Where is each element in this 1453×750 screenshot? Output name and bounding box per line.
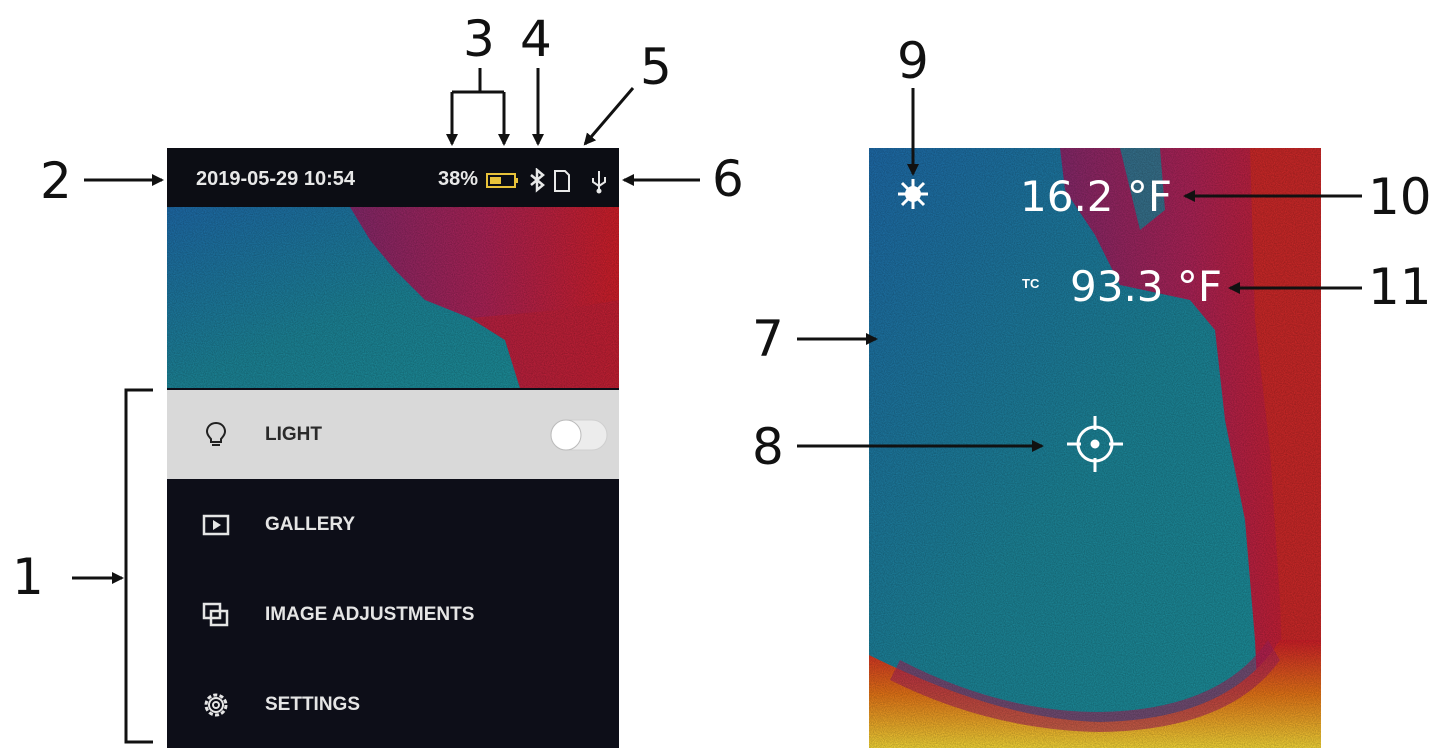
usb-icon (592, 171, 606, 194)
tc-label: TC (1022, 276, 1040, 291)
menu-item-gallery[interactable]: GALLERY (167, 480, 619, 570)
callout-1: 1 (12, 548, 44, 606)
sd-card-icon (554, 170, 570, 192)
status-datetime: 2019-05-29 10:54 (196, 168, 356, 190)
light-toggle (550, 419, 608, 451)
status-icons (486, 168, 606, 194)
thermal-preview-strip (167, 207, 619, 388)
menu-item-settings[interactable]: SETTINGS (167, 660, 619, 750)
bluetooth-icon (530, 168, 545, 193)
callout-4: 4 (520, 10, 552, 68)
battery-percent: 38% (438, 168, 479, 190)
gallery-play-icon (202, 514, 230, 536)
menu-label-gallery: GALLERY (265, 514, 356, 535)
callout-8: 8 (752, 418, 784, 476)
callout-2: 2 (40, 152, 72, 210)
callout-9: 9 (897, 32, 929, 90)
menu-item-light-bg (167, 390, 619, 479)
menu-item-image-adjustments[interactable]: IMAGE ADJUSTMENTS (167, 570, 619, 660)
lightbulb-icon (205, 421, 227, 446)
gear-icon (204, 693, 228, 717)
callout-6: 6 (712, 150, 744, 208)
callout-5: 5 (640, 38, 672, 96)
battery-icon (486, 173, 518, 188)
tc-temp-readout: 93.3 °F (1070, 262, 1223, 311)
menu-label-light: LIGHT (265, 424, 322, 445)
menu-label-settings: SETTINGS (265, 694, 361, 715)
sun-icon (898, 179, 928, 209)
menu-label-image-adjustments: IMAGE ADJUSTMENTS (265, 604, 475, 625)
callout-3: 3 (463, 10, 495, 68)
crosshair-icon (1067, 416, 1123, 472)
callout-11: 11 (1368, 258, 1432, 316)
callout-10: 10 (1368, 168, 1432, 226)
callout-lines (72, 68, 1362, 744)
callout-7: 7 (752, 310, 784, 368)
center-temp-readout: 16.2 °F (1020, 172, 1173, 221)
thermal-image (869, 148, 1321, 748)
status-bar (167, 148, 619, 207)
image-adjust-icon (202, 602, 229, 627)
menu-item-light[interactable]: LIGHT (167, 390, 619, 480)
